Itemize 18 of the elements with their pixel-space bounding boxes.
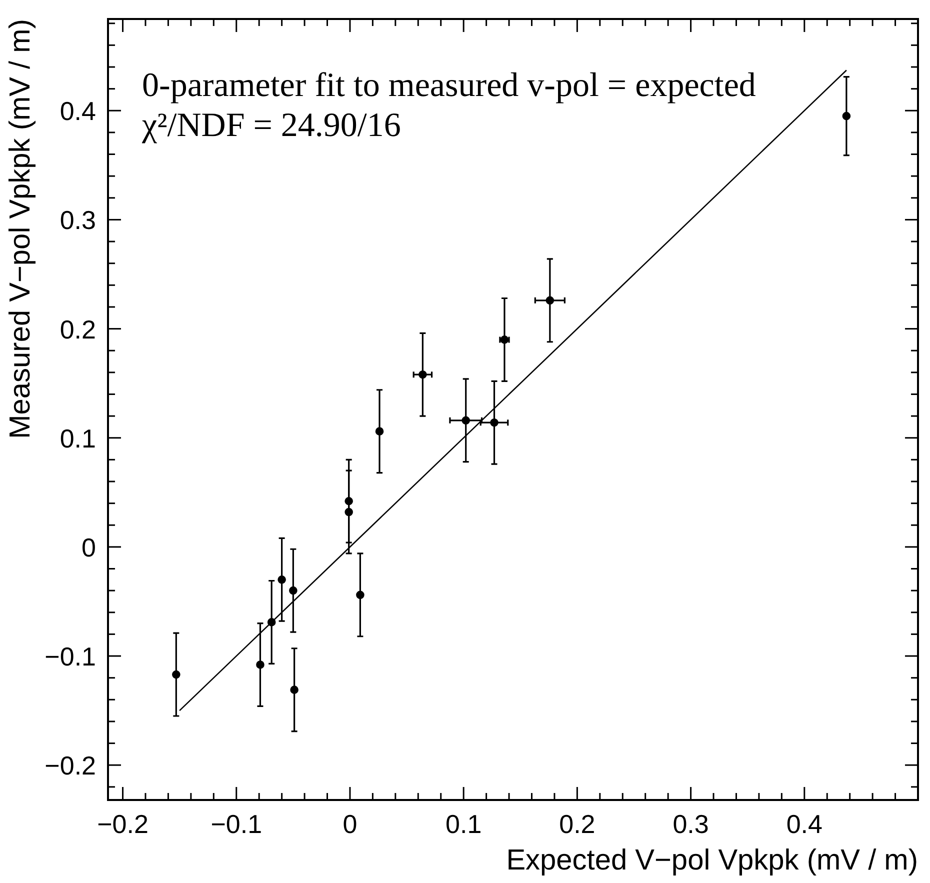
y-tick-label: 0.2 (60, 314, 96, 344)
y-tick-label: −0.1 (44, 642, 96, 672)
x-tick-label: 0.1 (446, 808, 482, 839)
x-tick-label: −0.2 (97, 808, 148, 839)
x-tick-label: 0.3 (672, 808, 709, 839)
y-tick-label: 0.4 (60, 96, 96, 126)
x-axis-title: Expected V−pol Vpkpk (mV / m) (506, 844, 918, 877)
annotation: χ²/NDF = 24.90/16 (141, 107, 401, 144)
y-tick-label: 0.3 (60, 205, 96, 236)
y-tick-label: 0 (82, 532, 96, 562)
y-tick-label: −0.2 (44, 750, 96, 781)
annotation: 0-parameter fit to measured v-pol = expected (142, 67, 756, 104)
y-axis-title: Measured V−pol Vpkpk (mV / m) (4, 19, 36, 439)
x-tick-label: 0.4 (786, 808, 822, 839)
x-tick-label: 0.2 (559, 808, 596, 839)
x-tick-label: −0.1 (210, 808, 262, 839)
x-tick-label: 0 (342, 808, 358, 839)
y-tick-label: 0.1 (60, 423, 96, 454)
